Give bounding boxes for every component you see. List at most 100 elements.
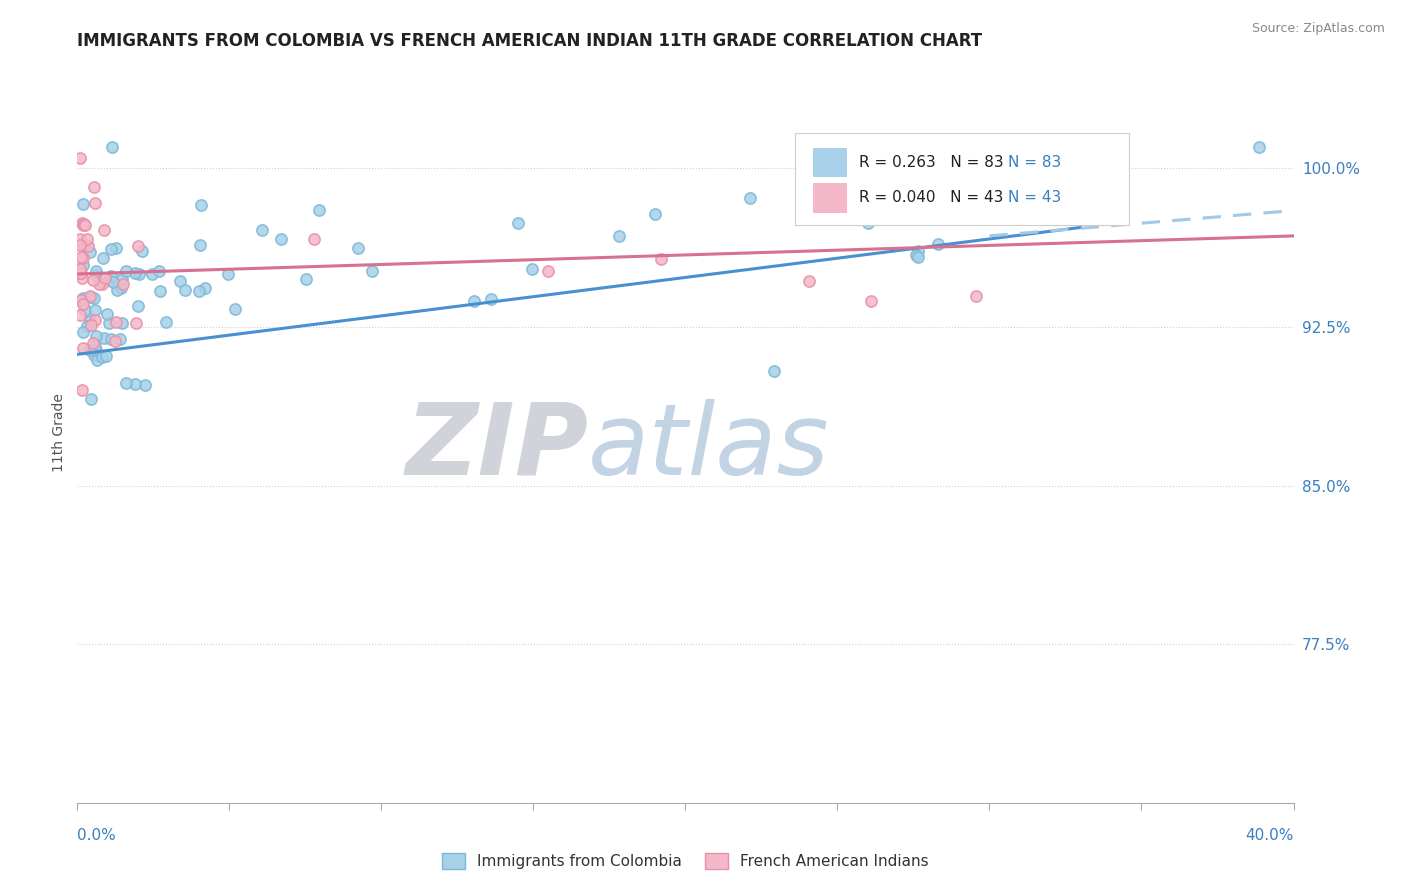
Point [72,197,94,211]
Point [84,195,107,210]
Point [101,140,124,154]
Point [94,270,117,285]
Point [98,272,121,286]
Point [650,252,672,267]
Text: 40.0%: 40.0% [1246,828,1294,843]
Point [70,383,93,397]
Point [69,250,91,264]
Point [105,241,128,255]
Point [69,262,91,277]
Point [111,272,134,286]
Point [110,281,132,295]
Point [149,284,172,298]
Point [84,339,107,353]
Point [907,250,929,264]
Point [83,291,105,305]
Point [79,318,101,332]
Point [141,267,163,281]
Point [84,303,107,318]
Point [860,293,883,308]
Point [799,274,821,288]
FancyBboxPatch shape [813,183,848,212]
Point [70,217,93,231]
FancyBboxPatch shape [794,133,1129,226]
Point [174,283,197,297]
Point [84,329,107,343]
Point [70,266,93,280]
Point [83,348,105,362]
Point [72,218,94,232]
Point [224,302,246,317]
Point [479,292,502,306]
Point [946,188,969,202]
Point [76,232,98,246]
Point [79,245,101,260]
Point [169,274,191,288]
Point [114,264,136,278]
Point [607,229,630,244]
Point [72,251,94,265]
Point [250,223,273,237]
Text: IMMIGRANTS FROM COLOMBIA VS FRENCH AMERICAN INDIAN 11TH GRADE CORRELATION CHART: IMMIGRANTS FROM COLOMBIA VS FRENCH AMERI… [77,32,983,50]
Point [904,247,927,261]
Text: R = 0.263   N = 83: R = 0.263 N = 83 [859,155,1004,169]
Text: N = 43: N = 43 [1008,190,1062,205]
Point [90,351,112,365]
Point [270,232,292,246]
Point [69,237,91,252]
Point [79,343,101,358]
Point [974,149,997,163]
Point [762,364,785,378]
Point [188,284,211,298]
Point [124,266,146,280]
Point [536,264,558,278]
Point [361,264,384,278]
Point [294,272,316,286]
Point [879,208,901,222]
Point [72,341,94,355]
Point [506,216,529,230]
Point [125,316,148,330]
Text: N = 83: N = 83 [1008,155,1062,169]
Text: atlas: atlas [588,399,830,496]
Point [79,314,101,328]
Point [134,378,156,392]
Point [927,237,949,252]
Point [644,206,666,220]
Point [346,241,368,255]
Y-axis label: 11th Grade: 11th Grade [52,393,66,472]
Point [90,277,112,291]
Point [217,267,239,281]
Point [70,293,93,307]
Point [86,353,108,368]
FancyBboxPatch shape [813,147,848,178]
Point [73,303,96,318]
Point [73,217,96,231]
Point [84,268,107,282]
Point [148,264,170,278]
Point [965,289,987,303]
Point [128,267,150,281]
Legend: Immigrants from Colombia, French American Indians: Immigrants from Colombia, French America… [441,854,929,869]
Point [93,331,115,345]
Point [463,294,485,309]
Point [72,236,94,251]
Point [91,251,114,265]
Point [72,258,94,272]
Point [858,216,880,230]
Point [76,318,98,333]
Point [72,297,94,311]
Point [72,325,94,339]
Point [84,264,107,278]
Point [308,202,330,217]
Point [100,242,122,256]
Point [115,376,138,391]
Point [188,237,211,252]
Point [72,291,94,305]
Point [127,299,149,313]
Point [93,223,115,237]
Point [131,244,153,258]
Text: ZIP: ZIP [405,399,588,496]
Point [112,277,135,291]
Point [69,232,91,246]
